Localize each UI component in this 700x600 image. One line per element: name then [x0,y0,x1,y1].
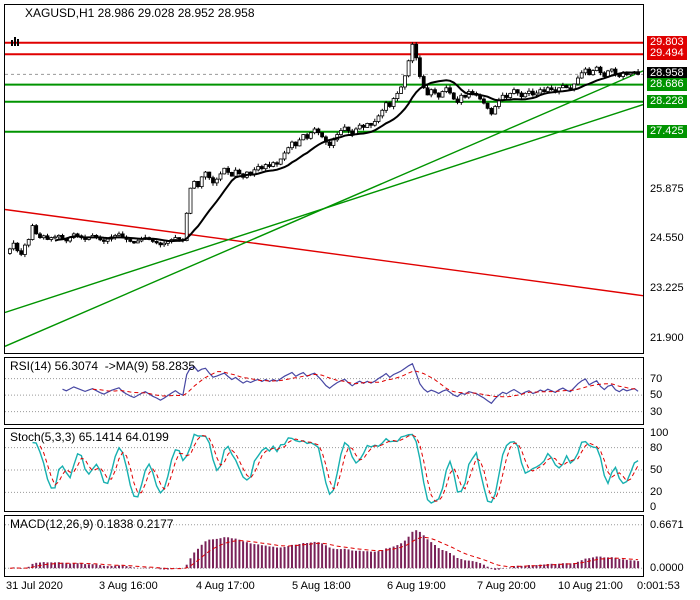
time-axis-label: 5 Aug 18:00 [292,580,351,592]
stochastic-chart[interactable] [5,429,643,511]
rsi-title: RSI(14) 56.3074 ->MA(9) 58.2835 [10,359,196,373]
chart-title: XAGUSD,H1 28.986 29.028 28.952 28.958 [25,6,255,20]
price-axis-label: 23.225 [650,282,684,294]
time-axis-label: 4 Aug 17:00 [196,580,255,592]
chart-icon [10,8,21,46]
price-level-label: 28.228 [647,95,687,108]
time-axis-label: 10 Aug 21:00 [558,580,623,592]
price-level-label: 28.958 [647,67,687,80]
time-axis-label: 6 Aug 19:00 [387,580,446,592]
price-scale[interactable]: 29.803 29.494 28.958 28.686 28.228 27.425 25.8… [646,0,700,600]
price-axis-label: 70 [650,373,663,385]
chart-header: XAGUSD,H1 28.986 29.028 28.952 28.958 [10,6,255,46]
price-axis-label: 20 [650,486,663,498]
candlestick-chart[interactable] [5,5,643,353]
price-axis-label: 100 [650,427,669,439]
price-axis-label: 0.6671 [650,519,684,531]
price-axis-label: 24.550 [650,232,684,244]
price-level-label: 29.494 [647,47,687,60]
main-chart-panel[interactable]: XAGUSD,H1 28.986 29.028 28.952 28.958 [4,4,644,354]
rsi-chart[interactable] [5,358,643,424]
rsi-panel[interactable]: RSI(14) 56.3074 ->MA(9) 58.2835 [4,357,644,425]
stochastic-panel[interactable]: Stoch(5,3,3) 65.1414 64.0199 [4,428,644,512]
price-axis-label: 25.875 [650,183,684,195]
stochastic-title: Stoch(5,3,3) 65.1414 64.0199 [10,430,169,444]
price-axis-label: 50 [650,464,663,476]
price-level-label: 27.425 [647,125,687,138]
macd-chart[interactable] [5,516,643,576]
time-axis[interactable]: 31 Jul 2020 3 Aug 16:00 4 Aug 17:00 5 Aug 1… [0,578,700,598]
price-axis-label: 21.900 [650,332,684,344]
price-level-label: 28.686 [647,78,687,91]
price-axis-label: 0 [650,501,657,513]
macd-title: MACD(12,26,9) 0.1838 0.2177 [10,517,174,531]
price-axis-label: 0.0000 [650,562,684,574]
price-level-label: 29.803 [647,36,687,49]
price-axis-label: 30 [650,406,663,418]
time-axis-label: 3 Aug 16:00 [99,580,158,592]
time-axis-label: 0:001:53 [637,580,680,592]
price-axis-label: 50 [650,389,663,401]
price-axis-label: 80 [650,442,663,454]
time-axis-label: 31 Jul 2020 [6,580,63,592]
time-axis-label: 7 Aug 20:00 [477,580,536,592]
macd-panel[interactable]: MACD(12,26,9) 0.1838 0.2177 [4,515,644,577]
